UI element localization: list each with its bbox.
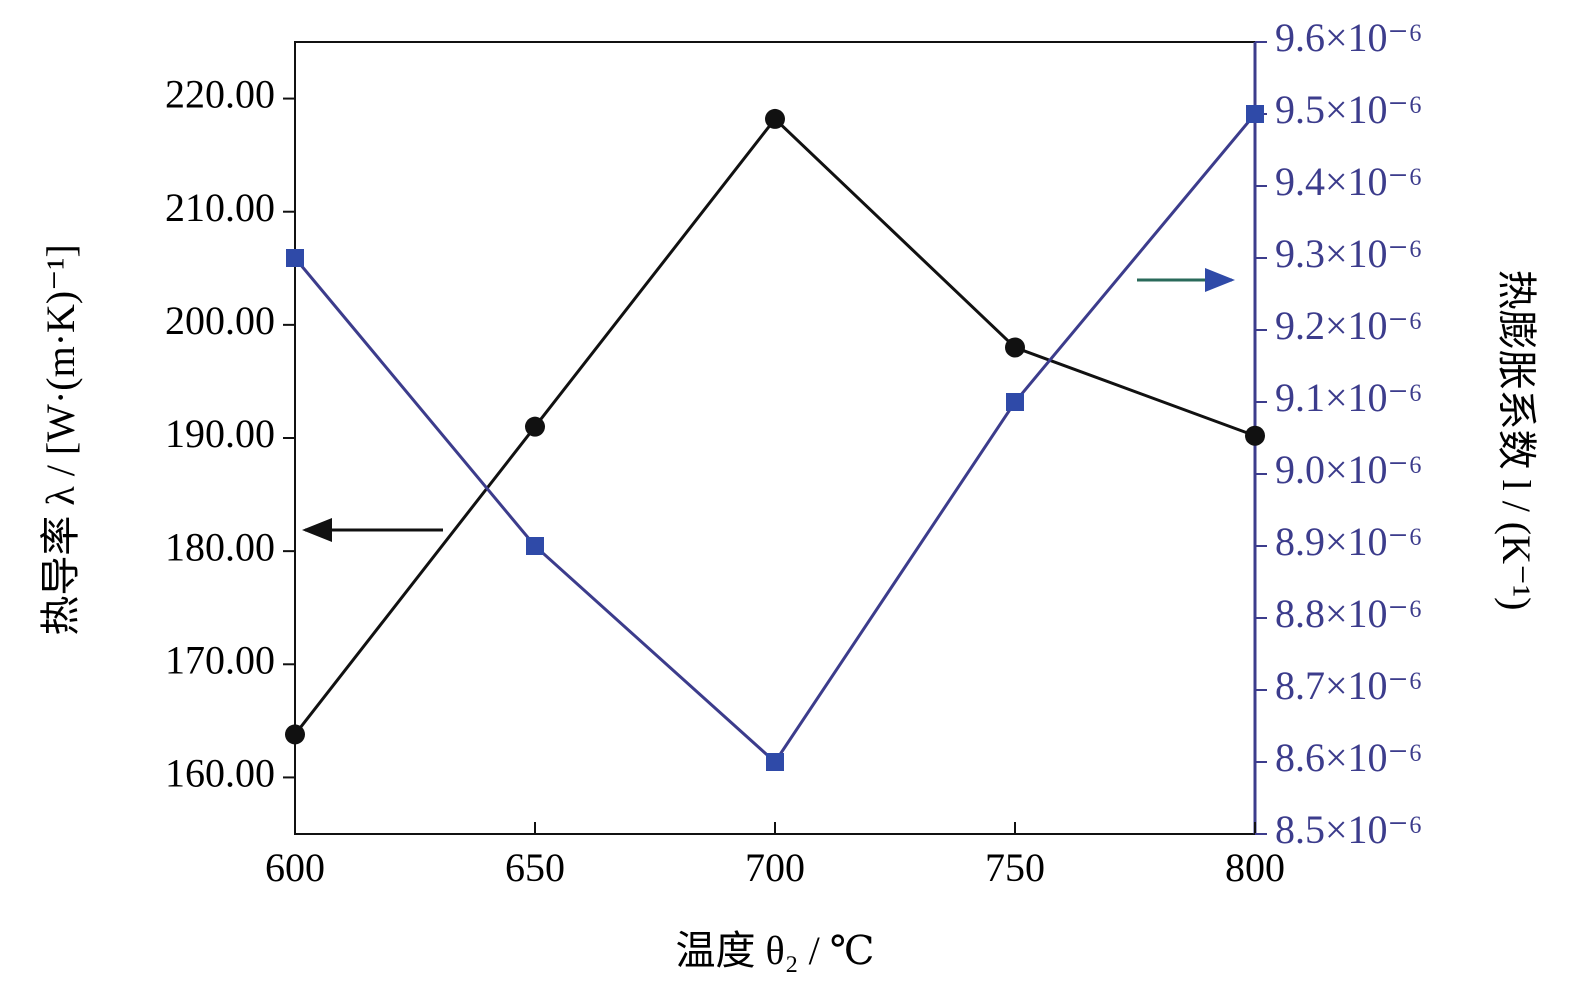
x-tick-label: 700: [745, 845, 805, 890]
plot-frame: [294, 41, 1256, 835]
x-axis-label: 温度 θ₂ / ℃: [676, 928, 875, 973]
y2-tick-label: 8.5×10⁻⁶: [1275, 807, 1423, 852]
y2-tick-label: 9.6×10⁻⁶: [1275, 15, 1423, 60]
y2-axis-label: 热膨胀系数 l / (K⁻¹): [1494, 270, 1539, 611]
point: [1245, 425, 1265, 446]
point: [766, 753, 784, 771]
y-tick-label: 180.00: [165, 524, 275, 569]
series-line: [293, 116, 1256, 736]
y-tick-label: 170.00: [165, 637, 275, 682]
y2-tick-label: 9.5×10⁻⁶: [1275, 87, 1423, 132]
point: [285, 724, 305, 745]
point: [525, 416, 545, 437]
point: [765, 108, 785, 129]
y-tick-label: 200.00: [165, 298, 275, 343]
y-tick-label: 210.00: [165, 185, 275, 230]
y2-tick-label: 8.8×10⁻⁶: [1275, 591, 1423, 636]
y2-tick-label: 8.7×10⁻⁶: [1275, 663, 1423, 708]
y2-tick-label: 9.2×10⁻⁶: [1275, 303, 1423, 348]
y2-tick-label: 9.4×10⁻⁶: [1275, 159, 1423, 204]
x-tick-label: 650: [505, 845, 565, 890]
y2-tick-label: 9.3×10⁻⁶: [1275, 231, 1423, 276]
point: [1005, 337, 1025, 358]
x-tick-label: 800: [1225, 845, 1285, 890]
y-axis-label: 热导率 λ / [W·(m·K)⁻¹]: [38, 244, 83, 635]
x-tick-label: 750: [985, 845, 1045, 890]
point: [286, 249, 304, 267]
point: [1246, 105, 1264, 123]
series-line: [293, 113, 1257, 765]
y2-tick-label: 8.9×10⁻⁶: [1275, 519, 1423, 564]
y-tick-label: 220.00: [165, 72, 275, 117]
y2-tick-label: 9.0×10⁻⁶: [1275, 447, 1423, 492]
point: [1006, 393, 1024, 411]
x-tick-label: 600: [265, 845, 325, 890]
y-tick-label: 160.00: [165, 751, 275, 796]
point: [526, 537, 544, 555]
y2-tick-label: 8.6×10⁻⁶: [1275, 735, 1423, 780]
y2-tick-label: 9.1×10⁻⁶: [1275, 375, 1423, 420]
y-tick-label: 190.00: [165, 411, 275, 456]
